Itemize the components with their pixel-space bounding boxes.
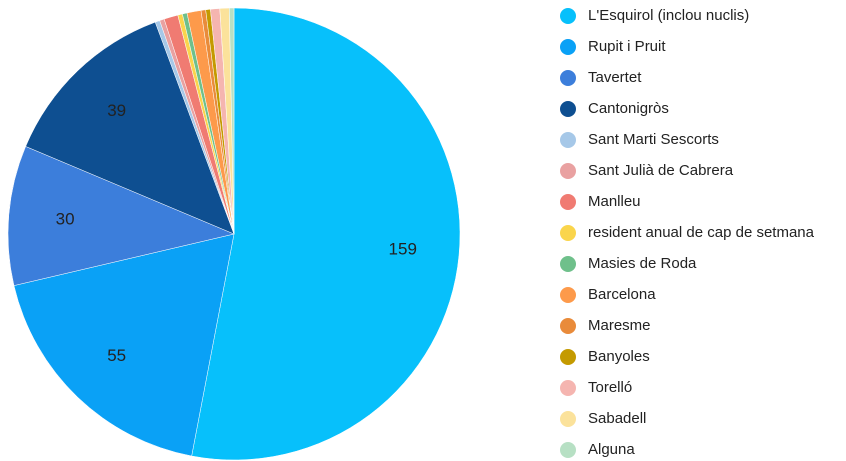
legend-marker xyxy=(560,39,576,55)
legend-label: L'Esquirol (inclou nuclis) xyxy=(588,7,749,24)
legend-marker xyxy=(560,132,576,148)
legend-marker xyxy=(560,225,576,241)
legend-label: Alguna xyxy=(588,441,635,458)
legend-marker xyxy=(560,101,576,117)
legend-label: Rupit i Pruit xyxy=(588,38,666,55)
legend-label: Masies de Roda xyxy=(588,255,697,272)
pie-slice xyxy=(229,7,235,235)
pie-slice xyxy=(7,146,235,286)
pie-slice xyxy=(191,7,461,461)
legend-label: Maresme xyxy=(588,317,651,334)
legend-marker xyxy=(560,163,576,179)
legend-marker xyxy=(560,194,576,210)
slice-label: 55 xyxy=(107,346,126,365)
legend-marker xyxy=(560,8,576,24)
legend-label: Manlleu xyxy=(588,193,641,210)
legend-label: Sant Marti Sescorts xyxy=(588,131,719,148)
slice-label: 39 xyxy=(107,101,126,120)
legend-label: Cantonigròs xyxy=(588,100,669,117)
legend-marker xyxy=(560,380,576,396)
legend-marker xyxy=(560,318,576,334)
legend-label: Sabadell xyxy=(588,410,646,427)
legend-label: Sant Julià de Cabrera xyxy=(588,162,734,179)
pie-slice xyxy=(13,233,235,457)
legend-label: Barcelona xyxy=(588,286,656,303)
legend-label: Tavertet xyxy=(588,69,642,86)
legend-label: resident anual de cap de setmana xyxy=(588,224,815,241)
legend-marker xyxy=(560,442,576,458)
legend-marker xyxy=(560,256,576,272)
legend-marker xyxy=(560,70,576,86)
legend-marker xyxy=(560,287,576,303)
slice-label: 159 xyxy=(389,239,417,258)
slice-label: 30 xyxy=(56,209,75,228)
pie-slice xyxy=(25,21,235,235)
legend-label: Banyoles xyxy=(588,348,650,365)
legend-label: Torelló xyxy=(588,379,632,396)
legend-marker xyxy=(560,411,576,427)
legend-marker xyxy=(560,349,576,365)
